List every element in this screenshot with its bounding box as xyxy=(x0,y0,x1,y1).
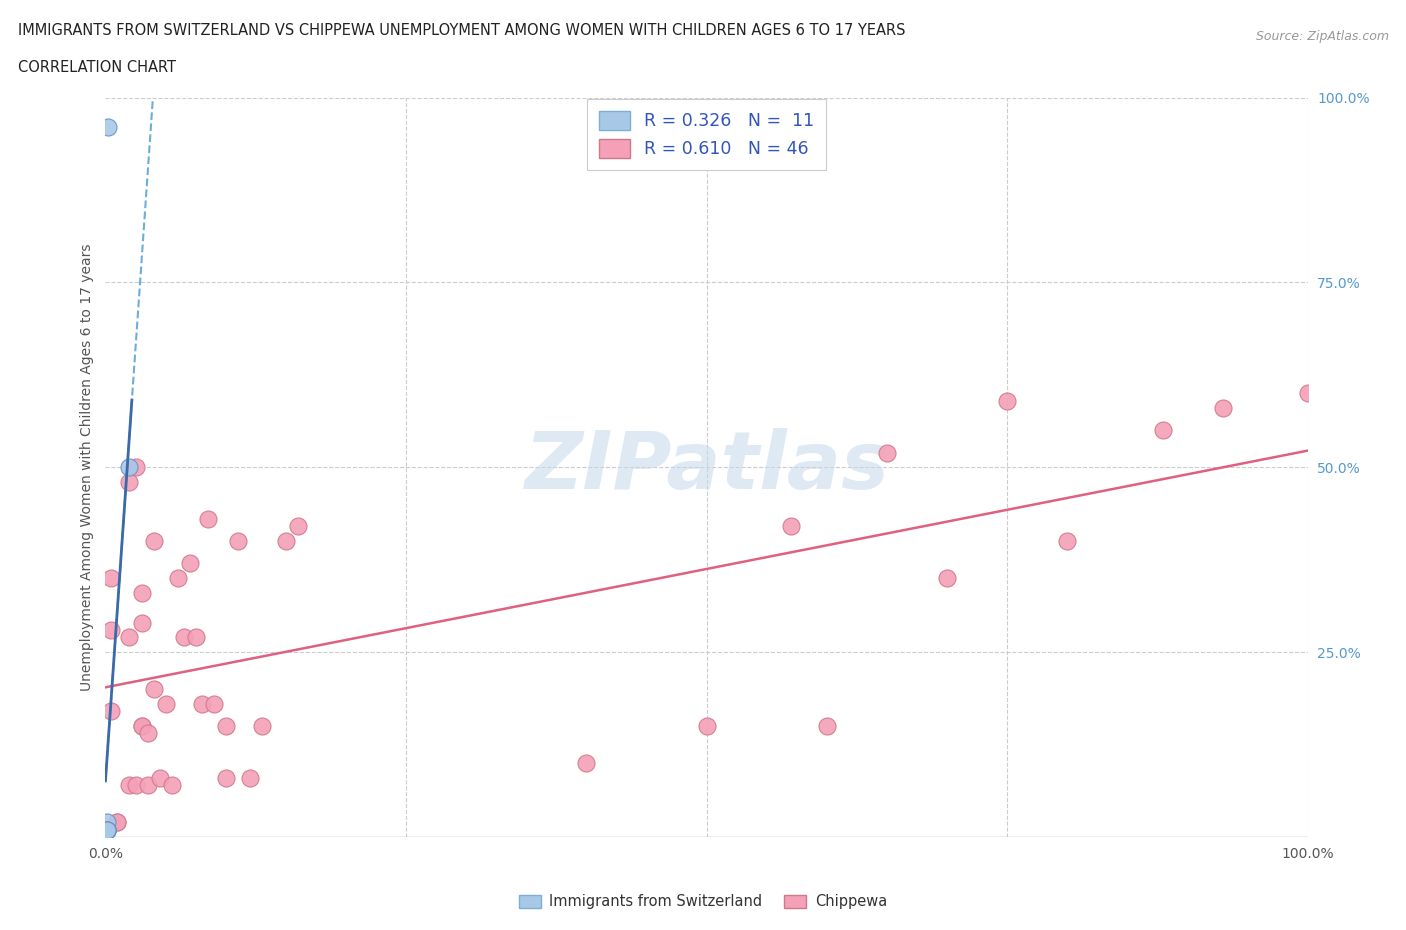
Point xyxy=(148,770,170,785)
Point xyxy=(107,815,129,830)
Point xyxy=(197,512,219,526)
Point xyxy=(214,719,236,734)
Point xyxy=(97,120,120,135)
Point xyxy=(250,719,273,734)
Y-axis label: Unemployment Among Women with Children Ages 6 to 17 years: Unemployment Among Women with Children A… xyxy=(80,244,94,691)
Point xyxy=(155,697,177,711)
Point xyxy=(202,697,225,711)
Text: IMMIGRANTS FROM SWITZERLAND VS CHIPPEWA UNEMPLOYMENT AMONG WOMEN WITH CHILDREN A: IMMIGRANTS FROM SWITZERLAND VS CHIPPEWA … xyxy=(18,23,905,38)
Point xyxy=(995,393,1018,408)
Point xyxy=(936,571,959,586)
Point xyxy=(100,622,122,637)
Point xyxy=(815,719,838,734)
Point xyxy=(226,534,249,549)
Text: CORRELATION CHART: CORRELATION CHART xyxy=(18,60,176,75)
Point xyxy=(118,460,141,474)
Point xyxy=(239,770,262,785)
Point xyxy=(96,822,118,837)
Point xyxy=(118,630,141,644)
Point xyxy=(131,586,153,601)
Point xyxy=(142,682,165,697)
Point xyxy=(179,556,201,571)
Point xyxy=(118,474,141,489)
Point xyxy=(100,571,122,586)
Point xyxy=(575,755,598,770)
Point xyxy=(173,630,195,644)
Point xyxy=(160,777,183,792)
Point xyxy=(214,770,236,785)
Point xyxy=(131,719,153,734)
Point xyxy=(96,822,118,837)
Point xyxy=(96,822,118,837)
Point xyxy=(779,519,801,534)
Point xyxy=(118,777,141,792)
Point xyxy=(96,822,118,837)
Point xyxy=(107,815,129,830)
Point xyxy=(142,534,165,549)
Point xyxy=(96,822,118,837)
Point xyxy=(190,697,212,711)
Point xyxy=(124,777,146,792)
Point xyxy=(876,445,898,460)
Point xyxy=(166,571,188,586)
Point xyxy=(1296,386,1319,401)
Point xyxy=(184,630,207,644)
Point xyxy=(274,534,297,549)
Point xyxy=(96,822,118,837)
Point xyxy=(96,815,118,830)
Point xyxy=(1056,534,1078,549)
Legend: R = 0.326   N =  11, R = 0.610   N = 46: R = 0.326 N = 11, R = 0.610 N = 46 xyxy=(586,99,827,170)
Point xyxy=(100,704,122,719)
Point xyxy=(131,615,153,630)
Point xyxy=(96,822,118,837)
Text: Source: ZipAtlas.com: Source: ZipAtlas.com xyxy=(1256,30,1389,43)
Legend: Immigrants from Switzerland, Chippewa: Immigrants from Switzerland, Chippewa xyxy=(513,888,893,915)
Point xyxy=(136,726,159,741)
Point xyxy=(131,719,153,734)
Point xyxy=(136,777,159,792)
Point xyxy=(1152,423,1174,438)
Point xyxy=(96,822,118,837)
Text: ZIPatlas: ZIPatlas xyxy=(524,429,889,506)
Point xyxy=(287,519,309,534)
Point xyxy=(1212,401,1234,416)
Point xyxy=(696,719,718,734)
Point xyxy=(124,460,146,474)
